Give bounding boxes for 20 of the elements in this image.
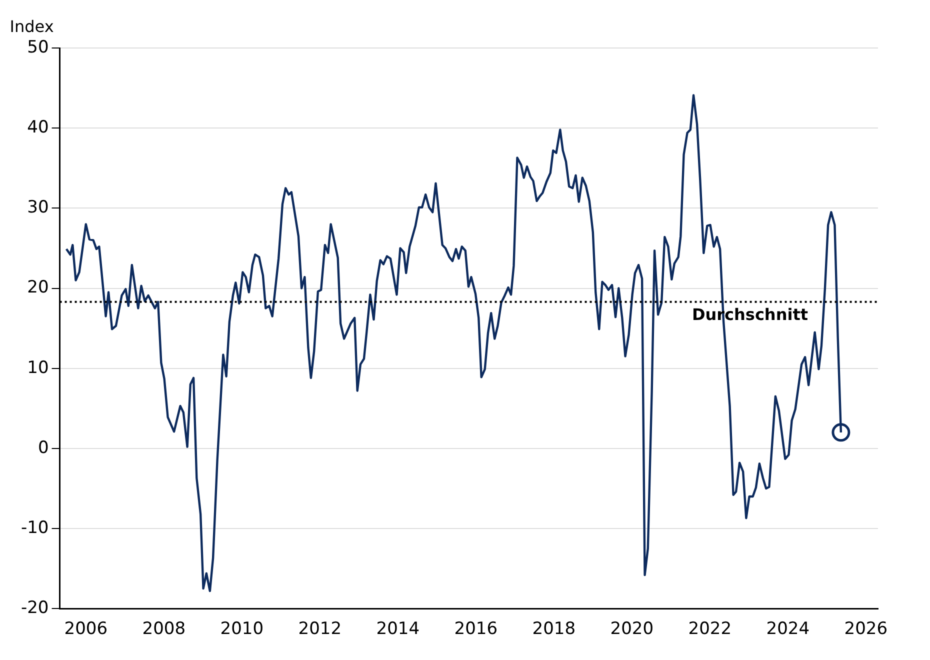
x-tick-label: 2008 xyxy=(142,619,186,640)
x-tick-label: 2006 xyxy=(64,619,108,640)
x-tick-label: 2010 xyxy=(220,619,264,640)
y-tick-label: 10 xyxy=(27,358,49,378)
x-tick-label: 2022 xyxy=(688,619,732,640)
y-tick-label: 40 xyxy=(27,118,49,138)
x-tick-label: 2014 xyxy=(376,619,420,640)
x-tick-label: 2024 xyxy=(766,619,810,640)
x-tick-label: 2016 xyxy=(454,619,498,640)
y-axis-title: Index xyxy=(10,17,54,36)
x-tick-label: 2012 xyxy=(298,619,342,640)
x-tick-label: 2020 xyxy=(610,619,654,640)
y-tick-label: 0 xyxy=(38,438,49,458)
x-tick-label: 2026 xyxy=(844,619,888,640)
y-tick-label: 50 xyxy=(27,37,49,58)
x-tick-label: 2018 xyxy=(532,619,576,640)
y-tick-label: -10 xyxy=(20,518,49,538)
y-tick-label: 20 xyxy=(27,278,49,298)
y-tick-label: 30 xyxy=(27,198,49,218)
y-tick-label: -20 xyxy=(20,598,49,618)
